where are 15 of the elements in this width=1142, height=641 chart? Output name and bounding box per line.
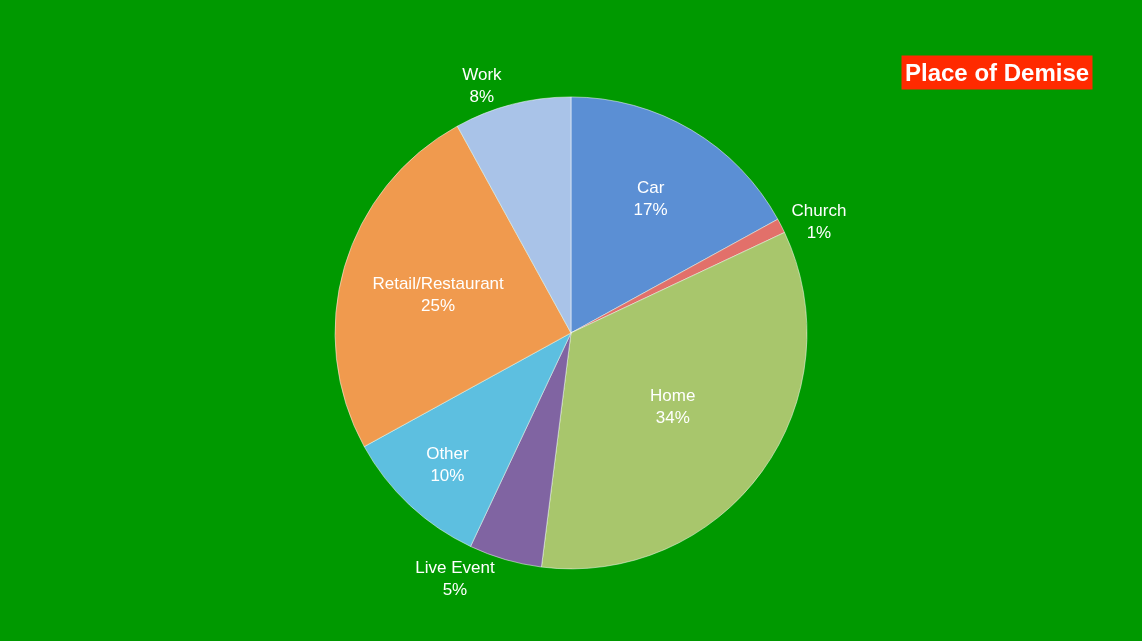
slice-label: Work <box>462 64 503 84</box>
slice-label: Church <box>791 201 847 220</box>
data-label: 10% <box>430 465 465 485</box>
data-label: 34% <box>655 408 690 428</box>
data-label: 8% <box>469 86 495 106</box>
slice-label: Live Event <box>415 557 495 577</box>
slice-label: Other <box>426 443 470 463</box>
slice-label: Car <box>636 177 665 197</box>
data-label: 5% <box>442 580 468 600</box>
data-label: 1% <box>806 223 832 243</box>
text: Place of Demise <box>905 59 1090 86</box>
slice-label: Retail/Restaurant <box>372 273 505 293</box>
data-label: 25% <box>421 295 456 315</box>
data-label: 17% <box>633 199 668 219</box>
slice-label: Home <box>650 386 696 406</box>
